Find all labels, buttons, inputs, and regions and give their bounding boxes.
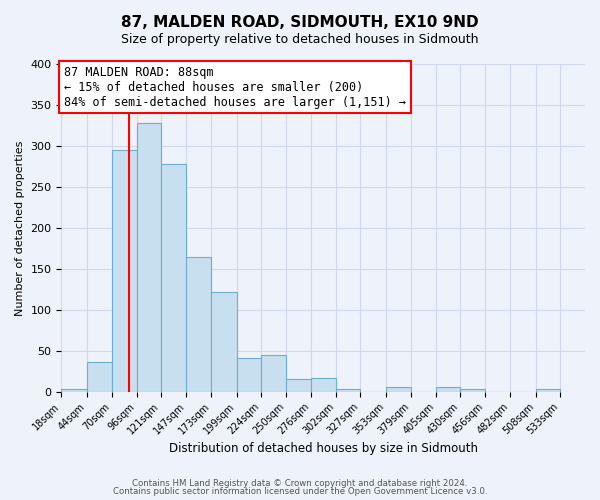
- Bar: [186, 256, 211, 392]
- Bar: [311, 378, 336, 392]
- Bar: [536, 390, 560, 392]
- X-axis label: Distribution of detached houses by size in Sidmouth: Distribution of detached houses by size …: [169, 442, 478, 455]
- Y-axis label: Number of detached properties: Number of detached properties: [15, 140, 25, 316]
- Text: 87 MALDEN ROAD: 88sqm
← 15% of detached houses are smaller (200)
84% of semi-det: 87 MALDEN ROAD: 88sqm ← 15% of detached …: [64, 66, 406, 108]
- Bar: [261, 355, 286, 392]
- Bar: [137, 123, 161, 392]
- Bar: [112, 150, 137, 392]
- Bar: [460, 390, 485, 392]
- Bar: [161, 164, 186, 392]
- Bar: [236, 358, 261, 392]
- Text: Contains public sector information licensed under the Open Government Licence v3: Contains public sector information licen…: [113, 487, 487, 496]
- Bar: [436, 387, 460, 392]
- Bar: [86, 362, 112, 392]
- Bar: [336, 388, 361, 392]
- Text: Size of property relative to detached houses in Sidmouth: Size of property relative to detached ho…: [121, 32, 479, 46]
- Text: Contains HM Land Registry data © Crown copyright and database right 2024.: Contains HM Land Registry data © Crown c…: [132, 478, 468, 488]
- Bar: [61, 390, 86, 392]
- Text: 87, MALDEN ROAD, SIDMOUTH, EX10 9ND: 87, MALDEN ROAD, SIDMOUTH, EX10 9ND: [121, 15, 479, 30]
- Bar: [286, 378, 311, 392]
- Bar: [211, 292, 236, 392]
- Bar: [386, 387, 411, 392]
